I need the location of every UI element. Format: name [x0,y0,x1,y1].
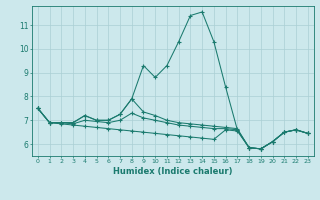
X-axis label: Humidex (Indice chaleur): Humidex (Indice chaleur) [113,167,233,176]
